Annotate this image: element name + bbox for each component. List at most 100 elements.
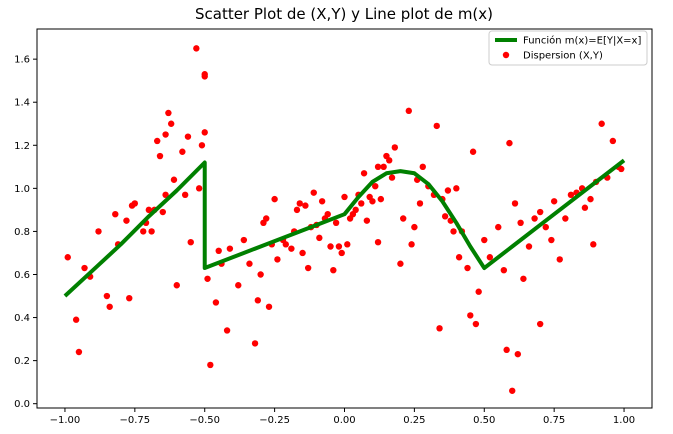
legend-label-scatter: Dispersion (X,Y) xyxy=(523,51,603,62)
scatter-point xyxy=(75,348,83,356)
scatter-point xyxy=(500,266,508,274)
scatter-point xyxy=(506,139,513,147)
y-axis: 0.0 0.2 0.4 0.6 0.8 1.0 1.2 1.4 1.6 xyxy=(14,55,37,410)
scatter-point xyxy=(581,204,589,211)
scatter-point xyxy=(304,264,312,272)
scatter-point xyxy=(455,254,463,261)
scatter-point xyxy=(481,236,488,244)
scatter-point xyxy=(531,215,538,222)
x-tick-label: 0.75 xyxy=(543,415,565,426)
scatter-point xyxy=(201,71,208,78)
scatter-point xyxy=(503,346,510,354)
scatter-point xyxy=(332,219,340,227)
scatter-point xyxy=(408,241,415,248)
y-tick-label: 0.4 xyxy=(14,313,30,324)
scatter-point xyxy=(536,208,544,216)
scatter-point xyxy=(165,109,172,117)
x-tick-label: 0.50 xyxy=(473,415,495,426)
scatter-point xyxy=(184,133,192,140)
scatter-point xyxy=(148,228,155,235)
scatter-point xyxy=(235,282,242,289)
scatter-point xyxy=(360,170,368,177)
scatter-point xyxy=(388,174,396,181)
scatter-point xyxy=(251,340,259,347)
scatter-point xyxy=(103,292,111,300)
scatter-point xyxy=(433,122,440,130)
scatter-point xyxy=(215,247,222,255)
scatter-point xyxy=(372,182,379,190)
scatter-point xyxy=(520,275,527,282)
scatter-point xyxy=(514,350,522,358)
scatter-point xyxy=(293,206,301,214)
scatter-point xyxy=(254,297,262,304)
scatter-point xyxy=(263,215,270,222)
scatter-point xyxy=(567,191,575,199)
scatter-point xyxy=(467,312,474,319)
scatter-point xyxy=(162,131,169,138)
scatter-point xyxy=(327,243,334,250)
scatter-point xyxy=(352,206,359,214)
scatter-point xyxy=(441,213,449,220)
scatter-point xyxy=(550,198,558,205)
scatter-point xyxy=(335,243,343,250)
y-tick-label: 0.2 xyxy=(14,356,30,367)
y-tick-label: 0.6 xyxy=(14,270,30,281)
scatter-point xyxy=(338,249,345,257)
scatter-point xyxy=(444,187,452,194)
legend-box xyxy=(488,30,648,66)
scatter-point xyxy=(369,198,376,205)
y-tick-label: 1.2 xyxy=(14,141,30,152)
scatter-point xyxy=(123,217,130,224)
scatter-point xyxy=(386,157,393,164)
scatter-point xyxy=(509,387,516,394)
scatter-point xyxy=(288,245,295,252)
y-tick-label: 1.4 xyxy=(14,98,30,109)
scatter-point xyxy=(416,200,424,207)
scatter-point xyxy=(271,195,278,203)
scatter-point xyxy=(316,234,323,242)
scatter-point xyxy=(330,266,337,274)
scatter-point xyxy=(154,137,161,145)
x-tick-label: −0.25 xyxy=(259,415,290,426)
scatter-point xyxy=(358,200,365,207)
scatter-point xyxy=(344,241,351,248)
scatter-point xyxy=(469,148,477,155)
scatter-point xyxy=(472,320,480,328)
scatter-point xyxy=(511,200,519,207)
x-tick-label: −0.75 xyxy=(120,415,151,426)
scatter-point xyxy=(131,200,139,207)
scatter-point xyxy=(324,210,331,218)
scatter-point xyxy=(419,163,426,171)
scatter-point xyxy=(193,45,200,52)
x-tick-label: −0.50 xyxy=(189,415,220,426)
scatter-point xyxy=(450,228,457,235)
scatter-point xyxy=(81,264,88,272)
scatter-point xyxy=(536,320,544,328)
scatter-point xyxy=(436,325,443,332)
scatter-point xyxy=(145,206,153,214)
scatter-point xyxy=(223,327,231,334)
scatter-point xyxy=(374,238,382,246)
scatter-point xyxy=(167,120,175,127)
scatter-point xyxy=(302,202,309,209)
scatter-point xyxy=(525,243,533,250)
scatter-point xyxy=(274,256,281,263)
scatter-point xyxy=(391,144,399,151)
y-tick-label: 1.6 xyxy=(14,55,30,66)
scatter-point xyxy=(464,264,471,272)
chart-title: Scatter Plot de (X,Y) y Line plot de m(x… xyxy=(195,5,493,23)
scatter-point xyxy=(162,191,169,199)
scatter-point xyxy=(374,163,382,171)
legend-label-line: Función m(x)=E[Y|X=x] xyxy=(523,35,641,47)
scatter-point xyxy=(299,249,306,257)
x-tick-label: 0.25 xyxy=(403,415,425,426)
scatter-point xyxy=(195,185,203,192)
scatter-point xyxy=(207,361,214,369)
scatter-point xyxy=(341,193,348,201)
scatter-point xyxy=(246,260,253,267)
scatter-point xyxy=(495,223,502,231)
scatter-point xyxy=(598,120,605,127)
scatter-point xyxy=(173,282,180,289)
scatter-point xyxy=(310,189,317,196)
scatter-point xyxy=(187,238,194,246)
